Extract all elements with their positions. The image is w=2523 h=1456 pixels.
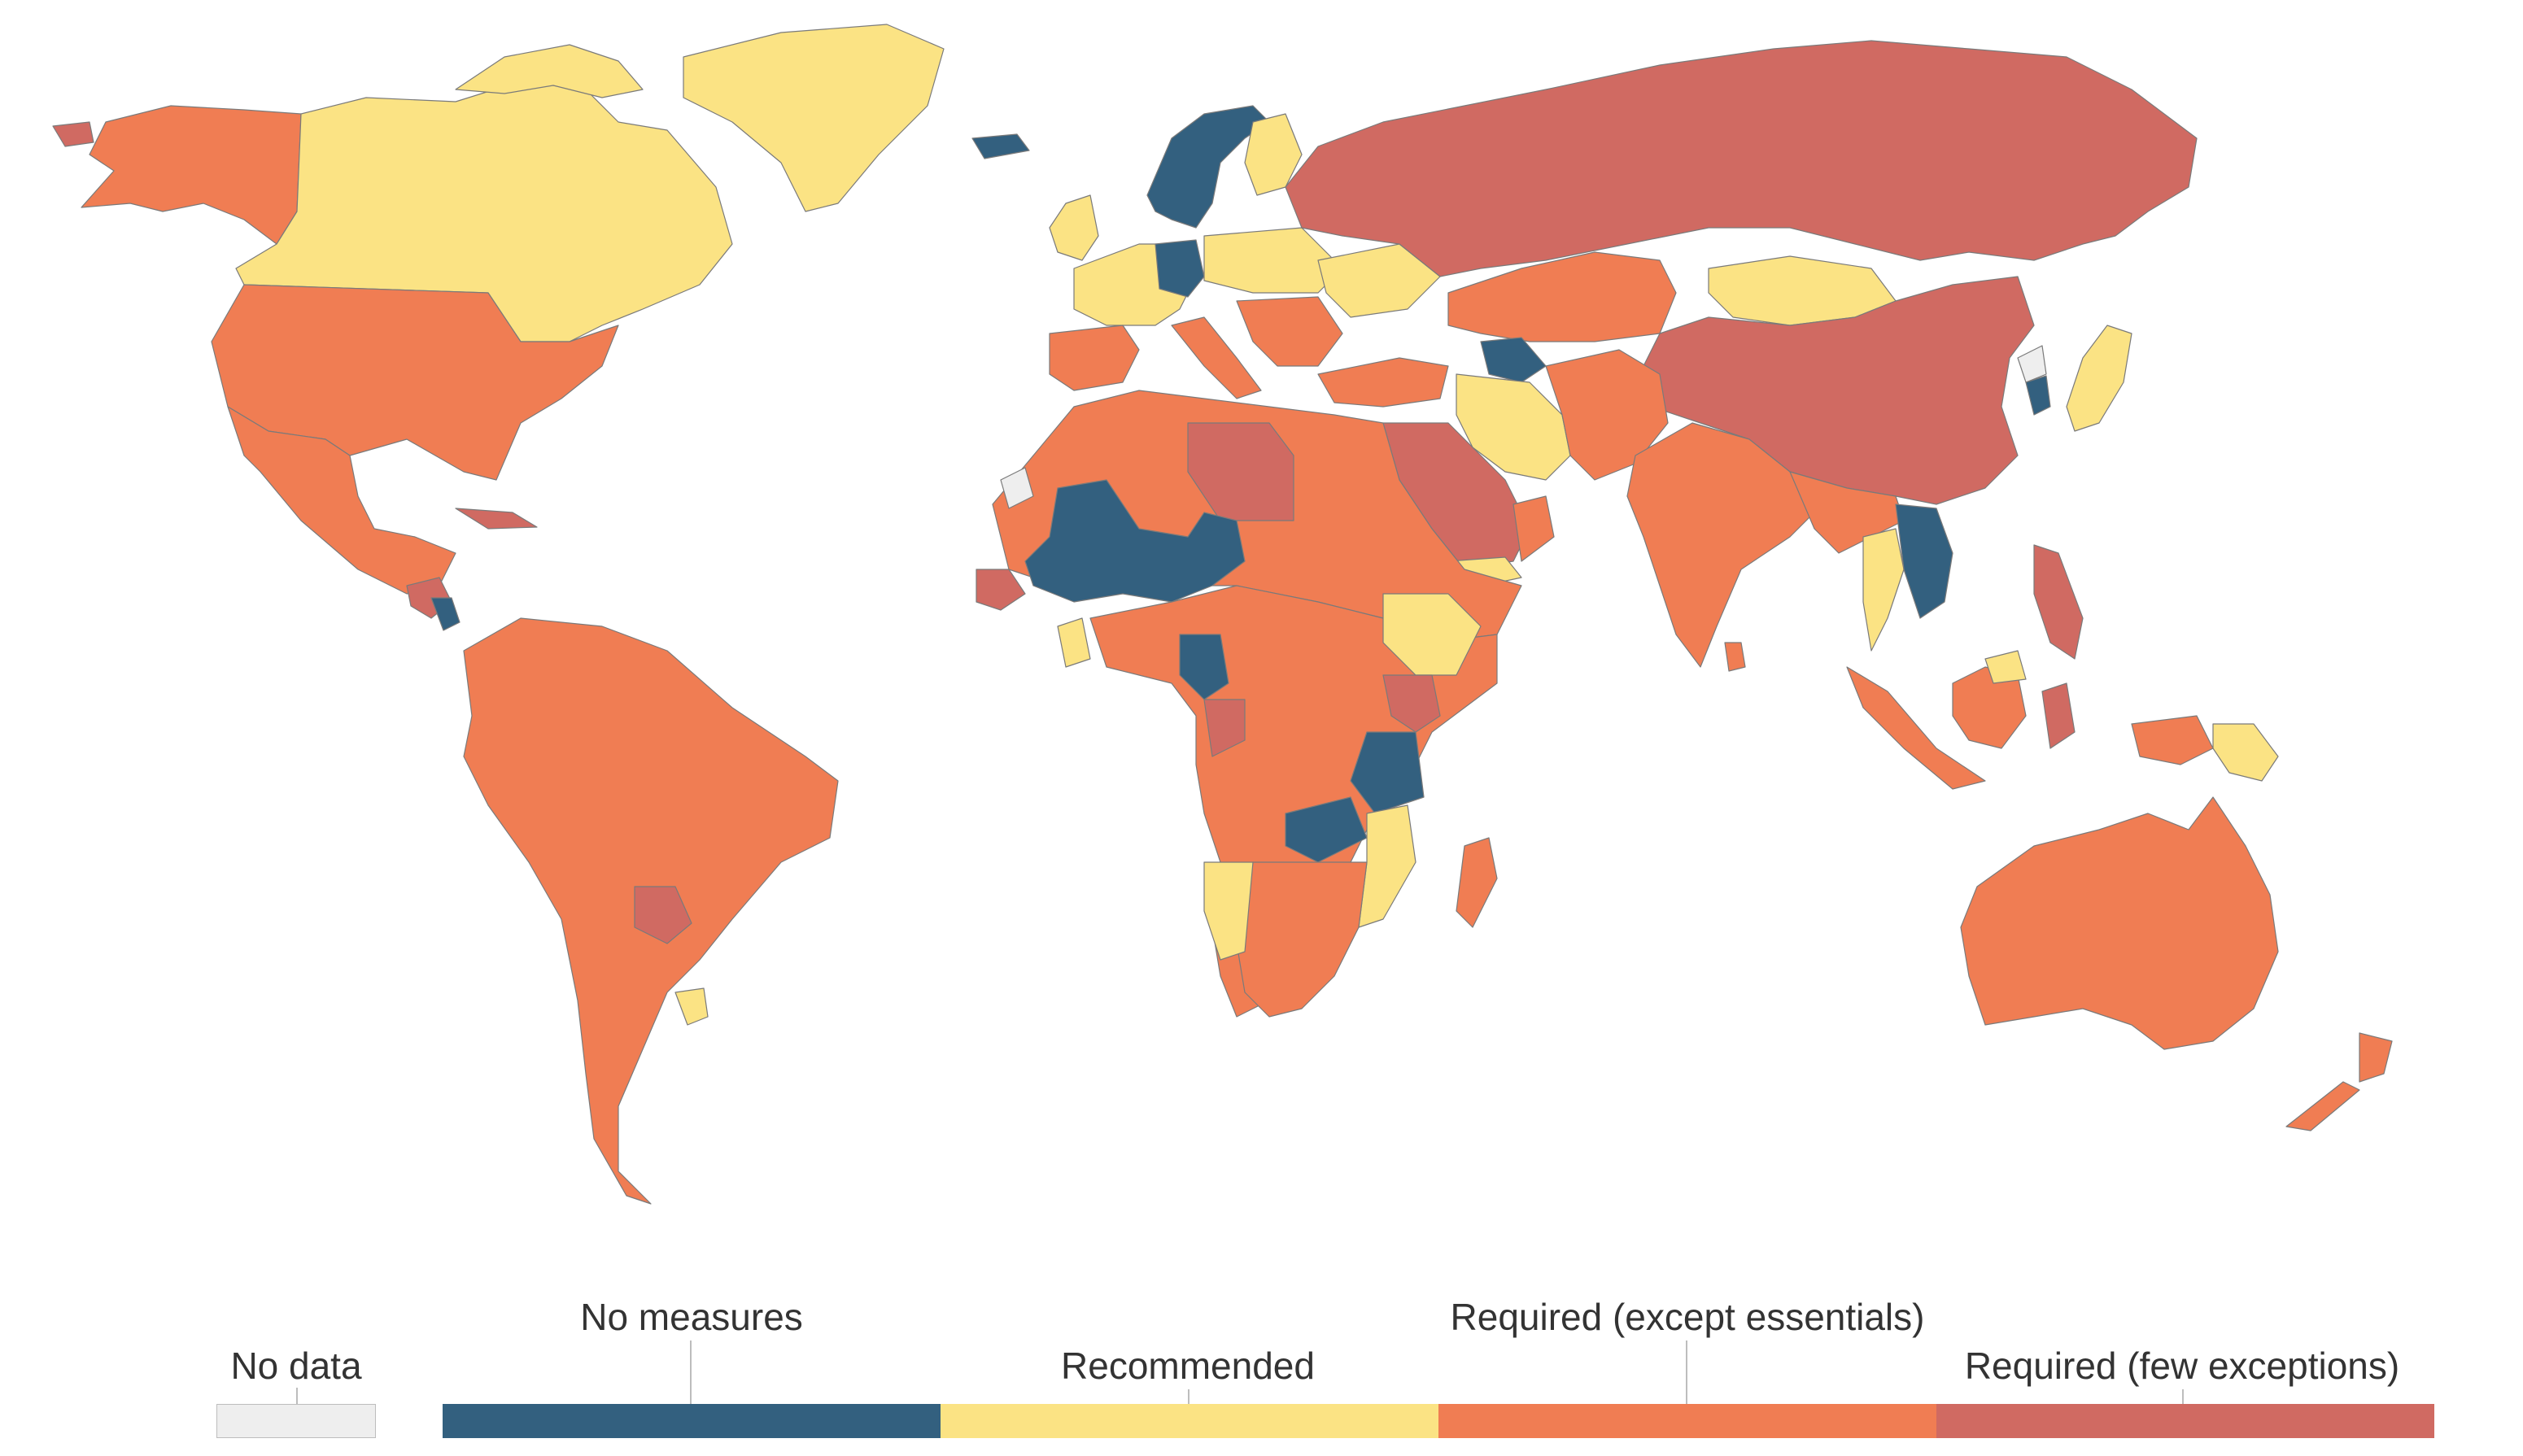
region-russia: [1285, 40, 2198, 277]
region-new-zealand-n: [2359, 1032, 2393, 1083]
region-new-zealand-s: [2285, 1081, 2360, 1131]
region-southern-africa: [1236, 861, 1368, 1018]
region-uruguay: [674, 987, 709, 1026]
region-germany: [1155, 239, 1205, 298]
region-libya: [1187, 422, 1294, 521]
region-ghana: [1057, 617, 1091, 668]
region-greenland: [683, 24, 945, 212]
region-namibia: [1203, 861, 1254, 961]
region-iceland: [971, 133, 1030, 159]
region-cameroon-none: [1179, 634, 1229, 700]
region-paraguay: [634, 886, 692, 944]
region-congo-few: [1203, 699, 1246, 757]
region-kenya: [1382, 674, 1441, 733]
region-italy: [1171, 316, 1262, 399]
region-thailand: [1862, 528, 1905, 652]
region-west-africa-few: [976, 569, 1026, 611]
region-ethiopia: [1382, 593, 1482, 676]
region-sri-lanka: [1724, 642, 1746, 672]
region-alaska-tip: [52, 121, 94, 147]
region-png: [2212, 723, 2279, 782]
region-japan: [2066, 325, 2132, 432]
region-china: [1643, 276, 2035, 505]
region-turkmenistan: [1480, 337, 1547, 383]
region-sumatra: [1846, 666, 1986, 790]
region-mexico: [227, 406, 456, 595]
region-norway-sweden: [1146, 105, 1270, 229]
region-india: [1626, 422, 1823, 668]
region-oman: [1512, 495, 1555, 562]
region-papua: [2131, 715, 2214, 765]
region-western-sahara: [1000, 467, 1034, 509]
region-mozambique: [1358, 804, 1416, 928]
region-tanzania: [1350, 731, 1425, 814]
region-nicaragua: [430, 597, 461, 631]
region-laos-vietnam: [1895, 503, 1953, 619]
region-korea-south: [2025, 375, 2051, 416]
region-balkans: [1236, 296, 1343, 367]
region-turkey: [1317, 357, 1449, 408]
region-uk-ireland: [1049, 194, 1099, 261]
region-cuba: [455, 508, 538, 530]
region-philippines: [2033, 544, 2084, 660]
region-canada-north: [455, 44, 644, 98]
region-alaska: [81, 105, 302, 245]
region-australia: [1960, 796, 2279, 1050]
region-iran: [1456, 373, 1571, 481]
region-sulawesi: [2041, 682, 2076, 749]
region-borneo-north: [1984, 650, 2027, 684]
region-korea-north: [2017, 345, 2047, 383]
region-sahel-none: [1024, 479, 1246, 603]
region-iberia: [1049, 325, 1140, 391]
region-madagascar: [1456, 837, 1498, 928]
region-zambia: [1285, 796, 1368, 863]
region-mainland-se-asia: [1789, 471, 1905, 554]
